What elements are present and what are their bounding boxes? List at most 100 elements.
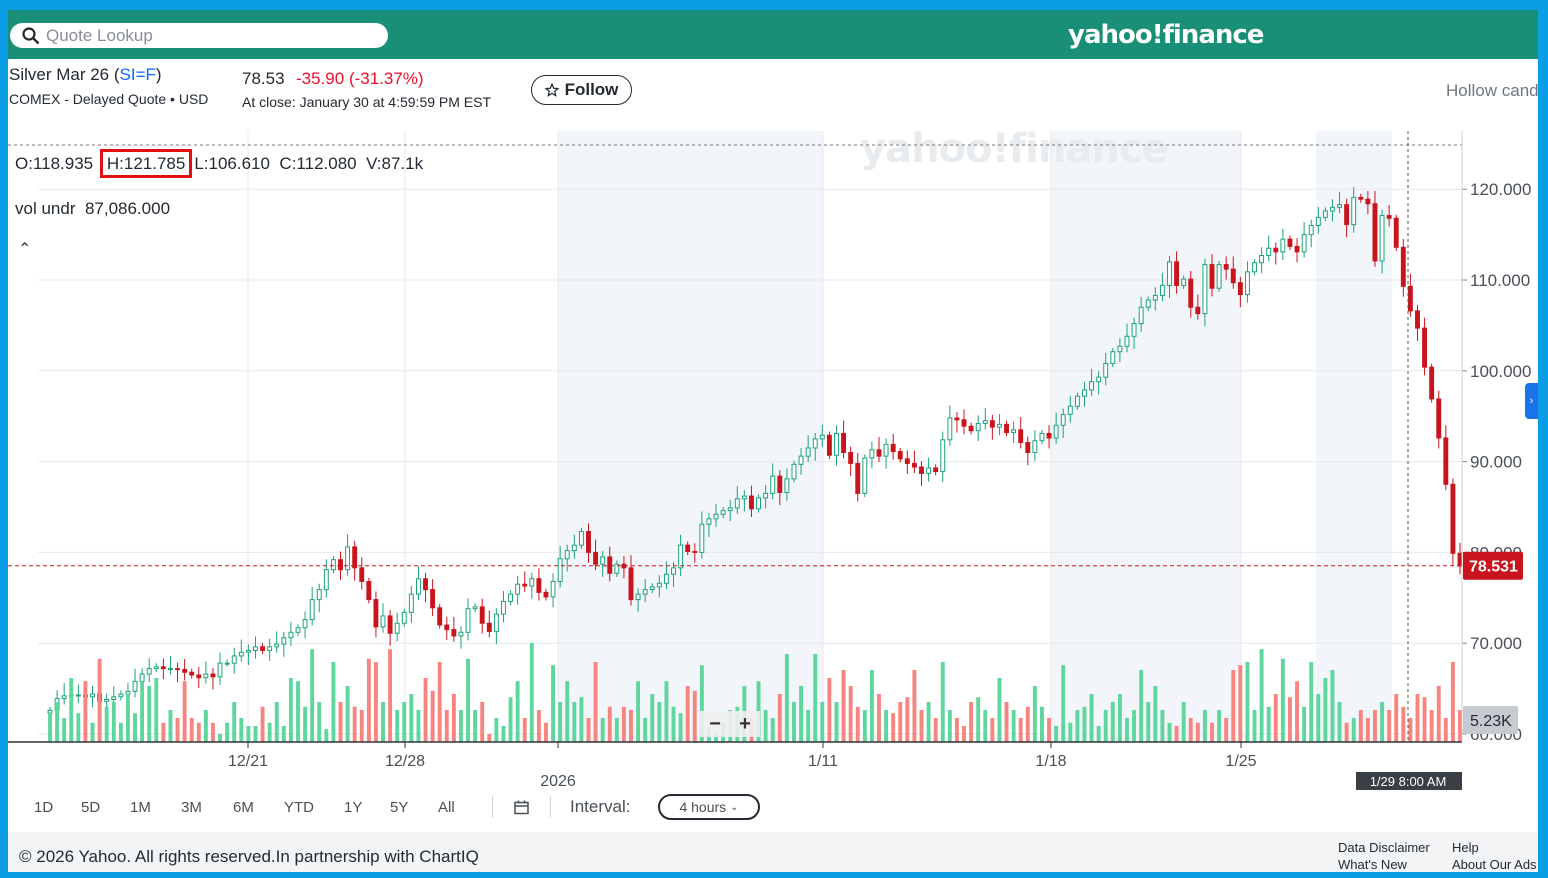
top-bar: yahoo!finance bbox=[8, 10, 1538, 59]
candle-body bbox=[182, 669, 188, 673]
volume-bar bbox=[97, 658, 102, 742]
candle-body bbox=[479, 606, 485, 624]
candle-body bbox=[253, 646, 258, 651]
candle-body bbox=[911, 462, 917, 468]
zoom-in-button[interactable]: + bbox=[739, 712, 751, 735]
candle-body bbox=[919, 466, 924, 474]
candle-body bbox=[1315, 216, 1321, 227]
session-shade bbox=[1316, 131, 1392, 742]
chart-style-selector[interactable]: Hollow cand bbox=[1446, 81, 1538, 100]
candle-body bbox=[288, 631, 294, 639]
candle-body bbox=[826, 434, 832, 456]
volume-bar bbox=[714, 734, 718, 742]
range-ytd[interactable]: YTD bbox=[284, 798, 314, 816]
candle-body bbox=[586, 531, 591, 553]
volume-bar bbox=[990, 718, 995, 742]
candle-body bbox=[1216, 264, 1222, 289]
candle-body bbox=[295, 627, 301, 633]
volume-bar bbox=[168, 710, 173, 742]
volume-bar bbox=[905, 697, 910, 742]
volume-bar bbox=[232, 702, 237, 742]
volume-bar bbox=[1415, 694, 1420, 742]
candle-body bbox=[564, 550, 570, 560]
range-1y[interactable]: 1Y bbox=[344, 798, 363, 816]
star-icon bbox=[544, 83, 559, 97]
candle-body bbox=[451, 629, 457, 637]
candle-body bbox=[692, 550, 698, 553]
volume-bar bbox=[586, 718, 591, 742]
candle-body bbox=[352, 546, 358, 569]
volume-bar bbox=[593, 662, 598, 742]
volume-bar bbox=[664, 681, 669, 742]
candle-body bbox=[869, 449, 875, 459]
candle-body bbox=[175, 668, 180, 671]
volume-bar bbox=[692, 690, 697, 742]
volume-bar bbox=[579, 697, 584, 742]
candle-body bbox=[642, 589, 648, 595]
candle-body bbox=[706, 518, 712, 525]
candle-body bbox=[1294, 245, 1300, 253]
footer: © 2026 Yahoo. All rights reserved.In par… bbox=[8, 832, 1538, 872]
quote-lookup-search[interactable] bbox=[10, 23, 388, 48]
collapse-icon[interactable]: ⌃ bbox=[18, 241, 32, 258]
volume-bar bbox=[218, 734, 222, 742]
volume-bar bbox=[480, 702, 485, 742]
zoom-out-button[interactable]: − bbox=[709, 712, 721, 735]
volume-bar bbox=[1032, 686, 1037, 742]
range-1m[interactable]: 1M bbox=[130, 798, 151, 816]
volume-bar bbox=[409, 694, 414, 742]
candle-body bbox=[649, 586, 655, 591]
candle-body bbox=[749, 495, 754, 510]
candle-body bbox=[125, 690, 131, 695]
candle-body bbox=[678, 544, 684, 569]
range-all[interactable]: All bbox=[438, 798, 455, 816]
volume-bar bbox=[1153, 686, 1158, 742]
volume-bar bbox=[770, 718, 775, 742]
chart-area[interactable]: 120.000110.000100.00090.00080.00070.0006… bbox=[8, 121, 1538, 821]
candle-body bbox=[189, 671, 195, 676]
price-chart[interactable]: 120.000110.000100.00090.00080.00070.0006… bbox=[8, 121, 1538, 821]
volume-study-label: vol undr 87,086.000 bbox=[15, 199, 170, 219]
range-1d[interactable]: 1D bbox=[34, 798, 54, 816]
volume-bar bbox=[607, 706, 612, 742]
candle-body bbox=[855, 462, 861, 494]
volume-bar bbox=[1394, 694, 1399, 742]
volume-bar bbox=[1040, 706, 1044, 742]
volume-bar bbox=[147, 686, 152, 742]
volume-bar bbox=[281, 726, 286, 742]
side-panel-toggle[interactable]: › bbox=[1525, 383, 1538, 419]
volume-bar bbox=[182, 681, 187, 742]
candle-body bbox=[940, 439, 946, 473]
footer-link-help[interactable]: Help bbox=[1452, 840, 1479, 855]
volume-bar bbox=[1004, 702, 1009, 742]
volume-bar bbox=[1443, 718, 1448, 742]
search-input[interactable] bbox=[46, 25, 366, 46]
volume-bar bbox=[643, 718, 648, 742]
volume-bar bbox=[855, 706, 860, 742]
range-5d[interactable]: 5D bbox=[81, 798, 101, 816]
volume-bar bbox=[1373, 710, 1377, 742]
calendar-icon[interactable] bbox=[514, 800, 529, 815]
candle-body bbox=[1252, 262, 1257, 273]
range-5y[interactable]: 5Y bbox=[390, 798, 409, 816]
ticker-symbol[interactable]: SI=F bbox=[119, 65, 156, 84]
instrument-name: Silver Mar 26 bbox=[9, 65, 110, 84]
candle-body bbox=[1351, 196, 1357, 226]
volume-bar bbox=[777, 694, 782, 742]
volume-bar bbox=[76, 713, 81, 742]
candle-body bbox=[996, 423, 1002, 428]
footer-link-about-our-ads[interactable]: About Our Ads bbox=[1452, 857, 1537, 872]
volume-bar bbox=[544, 722, 548, 742]
candle-body bbox=[47, 709, 53, 714]
volume-bar bbox=[898, 702, 903, 742]
volume-bar bbox=[1295, 681, 1299, 742]
follow-button[interactable]: Follow bbox=[531, 75, 632, 105]
footer-link-data-disclaimer[interactable]: Data Disclaimer bbox=[1338, 840, 1430, 855]
volume-bar bbox=[203, 710, 208, 742]
brand-logo[interactable]: yahoo!finance bbox=[1068, 20, 1264, 50]
range-3m[interactable]: 3M bbox=[181, 798, 202, 816]
interval-dropdown[interactable]: 4 hours ⌄ bbox=[658, 794, 760, 820]
candle-body bbox=[132, 680, 138, 692]
footer-link-whats-new[interactable]: What's New bbox=[1338, 857, 1407, 872]
range-6m[interactable]: 6M bbox=[233, 798, 254, 816]
